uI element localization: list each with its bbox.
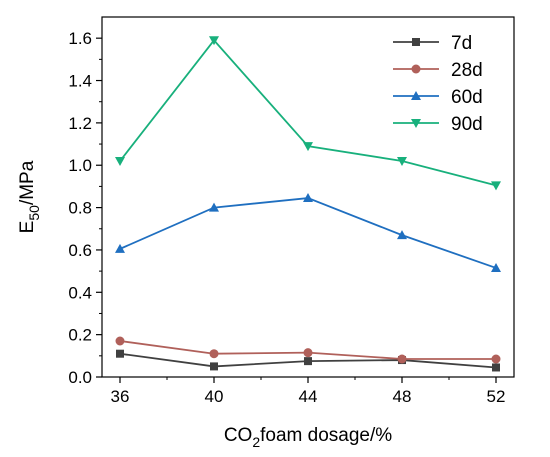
legend-swatch-marker — [411, 91, 421, 100]
series-layer — [115, 36, 501, 372]
x-tick-label: 40 — [205, 387, 224, 406]
data-point — [210, 362, 218, 371]
data-point — [397, 354, 407, 364]
legend-label: 60d — [451, 87, 483, 108]
data-point — [115, 157, 125, 166]
legend: 7d 28d 60d 90d — [393, 33, 483, 135]
data-point — [492, 363, 500, 372]
x-tick-label: 52 — [487, 387, 506, 406]
legend-swatch-marker — [411, 64, 421, 74]
series-28d — [115, 336, 501, 364]
legend-item-7d: 7d — [393, 33, 472, 54]
data-point — [397, 230, 407, 240]
y-axis-title-suffix: /MPa — [17, 160, 38, 205]
data-point — [303, 193, 313, 203]
x-tick-label: 36 — [111, 387, 130, 406]
legend-label: 90d — [451, 114, 483, 135]
x-axis-title-subscript: 2 — [252, 434, 260, 450]
x-axis-ticks: 36 40 44 48 52 — [111, 377, 506, 406]
y-tick-label: 1.2 — [68, 114, 92, 133]
data-point — [491, 181, 501, 191]
y-axis-ticks: 0.0 0.2 0.4 0.6 0.8 1.0 1.2 1.4 1.6 — [68, 29, 102, 387]
data-point — [304, 357, 312, 366]
legend-swatch-marker — [412, 38, 420, 46]
data-point — [209, 202, 219, 212]
y-tick-label: 0.4 — [68, 283, 92, 302]
y-axis-title-prefix: E — [17, 221, 38, 234]
data-point — [303, 348, 313, 358]
y-axis-title-subscript: 50 — [26, 205, 42, 221]
data-point — [116, 349, 124, 358]
y-tick-label: 0.2 — [68, 326, 92, 345]
data-point — [491, 262, 501, 272]
series-60d — [115, 193, 501, 272]
data-point — [115, 243, 125, 253]
series-line — [119, 38, 497, 187]
series-line — [119, 197, 497, 269]
data-point — [209, 349, 219, 359]
legend-item-90d: 90d — [393, 114, 483, 135]
y-tick-label: 1.0 — [68, 156, 92, 175]
data-point — [115, 336, 125, 346]
y-axis-title: E50/MPa — [17, 160, 42, 233]
y-tick-label: 0.6 — [68, 241, 92, 260]
data-point — [303, 142, 313, 152]
y-tick-label: 1.4 — [68, 72, 92, 91]
legend-swatch-marker — [411, 119, 421, 128]
y-tick-label: 0.8 — [68, 199, 92, 218]
legend-label: 7d — [451, 33, 472, 54]
data-point — [397, 157, 407, 166]
data-point — [491, 354, 501, 364]
x-tick-label: 44 — [299, 387, 318, 406]
x-axis-title-prefix: CO — [224, 425, 253, 446]
y-tick-label: 0.0 — [68, 368, 92, 387]
data-point — [209, 36, 219, 46]
y-tick-label: 1.6 — [68, 29, 92, 48]
x-axis-title-suffix: foam dosage/% — [260, 425, 392, 446]
legend-label: 28d — [451, 60, 483, 81]
x-axis-title: CO2foam dosage/% — [224, 425, 392, 450]
legend-item-60d: 60d — [393, 87, 483, 108]
series-90d — [115, 36, 501, 191]
legend-item-28d: 28d — [393, 60, 483, 81]
x-tick-label: 48 — [393, 387, 412, 406]
